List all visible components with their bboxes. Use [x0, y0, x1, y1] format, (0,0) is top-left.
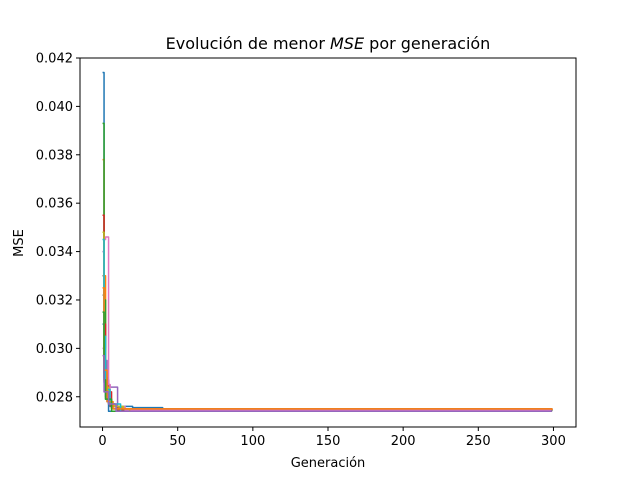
y-tick-label: 0.034	[36, 245, 73, 260]
y-axis-ticks: 0.028 0.030 0.032 0.034 0.036 0.038 0.040 0.042	[36, 52, 80, 405]
series-line-12	[102, 311, 552, 413]
x-axis-label: Generación	[291, 456, 366, 471]
plot-lines	[102, 71, 553, 413]
y-tick-label: 0.032	[36, 293, 73, 308]
y-tick-label: 0.042	[36, 52, 73, 67]
y-tick-label: 0.040	[36, 100, 73, 115]
x-tick-label: 150	[316, 434, 341, 449]
x-tick-label: 50	[169, 434, 186, 449]
x-tick-label: 200	[391, 434, 416, 449]
x-tick-label: 100	[240, 434, 265, 449]
x-axis-ticks: 0 50 100 150 200 250 300	[98, 427, 566, 449]
x-tick-label: 0	[98, 434, 106, 449]
y-tick-label: 0.030	[36, 342, 73, 357]
y-axis-label: MSE	[12, 229, 27, 257]
x-tick-label: 250	[466, 434, 491, 449]
y-tick-label: 0.028	[36, 390, 73, 405]
series-line-13	[102, 354, 552, 413]
plot-frame	[79, 57, 577, 428]
chart-title: Evolución de menor MSE por generación	[166, 34, 491, 53]
y-tick-label: 0.038	[36, 148, 73, 163]
y-tick-label: 0.036	[36, 197, 73, 212]
x-tick-label: 300	[541, 434, 566, 449]
